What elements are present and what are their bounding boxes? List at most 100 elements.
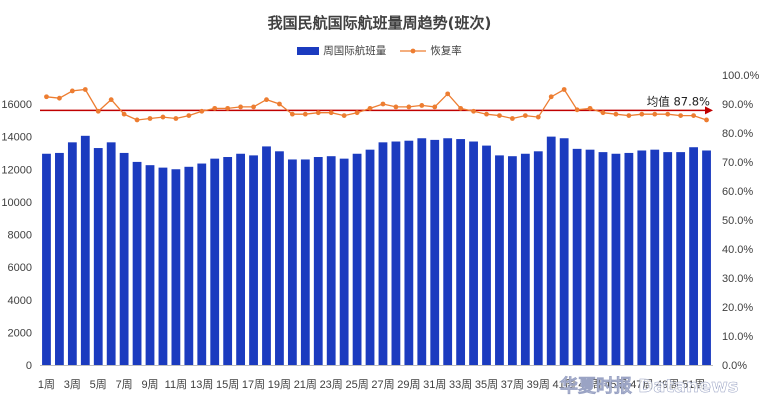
bar bbox=[702, 150, 711, 365]
bar bbox=[689, 147, 698, 365]
x-tick-label: 43周 bbox=[578, 378, 601, 391]
rate-point bbox=[665, 111, 671, 117]
bar bbox=[482, 145, 491, 365]
x-tick-label: 21周 bbox=[294, 378, 317, 391]
right-tick-label: 50.0% bbox=[722, 215, 753, 227]
right-tick-label: 10.0% bbox=[722, 331, 753, 343]
x-tick-label: 33周 bbox=[449, 378, 472, 391]
legend: 周国际航班量 恢复率 bbox=[0, 43, 759, 58]
bar bbox=[663, 152, 673, 365]
rate-point bbox=[225, 105, 231, 111]
left-tick-label: 10000 bbox=[1, 197, 32, 209]
bar bbox=[67, 142, 77, 365]
left-tick-label: 14000 bbox=[1, 132, 32, 144]
rate-line bbox=[46, 88, 707, 121]
bar bbox=[676, 152, 686, 365]
bar bbox=[598, 152, 608, 365]
left-tick-label: 8000 bbox=[8, 230, 32, 242]
bar bbox=[585, 149, 595, 365]
bar bbox=[262, 146, 271, 365]
bar bbox=[106, 142, 116, 365]
rate-point bbox=[509, 116, 515, 121]
rate-point bbox=[561, 87, 567, 92]
bar bbox=[158, 167, 168, 365]
rate-point bbox=[328, 110, 334, 116]
right-tick-label: 90.0% bbox=[722, 99, 753, 111]
x-tick-label: 45周 bbox=[604, 378, 627, 391]
right-tick-label: 40.0% bbox=[722, 244, 753, 256]
bar bbox=[249, 155, 258, 365]
x-tick-label: 25周 bbox=[345, 378, 368, 391]
x-tick-label: 19周 bbox=[268, 378, 291, 391]
left-tick-label: 4000 bbox=[8, 295, 32, 307]
x-tick-label: 27周 bbox=[371, 378, 394, 391]
rate-point bbox=[419, 103, 425, 108]
x-tick-label: 51周 bbox=[682, 378, 705, 391]
rate-point bbox=[458, 105, 464, 111]
bar bbox=[495, 155, 504, 365]
bar bbox=[624, 152, 634, 365]
rate-point bbox=[393, 104, 399, 110]
legend-swatch-line bbox=[400, 48, 427, 53]
rate-point bbox=[341, 113, 347, 118]
rate-point bbox=[380, 101, 386, 107]
bar bbox=[132, 161, 142, 365]
bar bbox=[326, 156, 336, 365]
bar bbox=[378, 142, 388, 365]
right-tick-label: 0.0% bbox=[722, 360, 747, 372]
rate-point bbox=[704, 117, 709, 123]
bar bbox=[42, 153, 51, 365]
rate-point bbox=[522, 113, 528, 118]
bar bbox=[456, 139, 466, 365]
x-axis-ticks: 1周 3周 5周 7周 9周 11周 13周 15周 17周 19周 21周 23周 25周 27周 29周… bbox=[38, 378, 705, 391]
bar bbox=[469, 141, 478, 365]
left-axis-ticks: 0 2000 4000 6000 8000 10000 12000 14000 16000 bbox=[1, 99, 32, 372]
rate-points bbox=[44, 87, 709, 123]
rate-point bbox=[251, 104, 256, 110]
right-tick-label: 70.0% bbox=[722, 157, 753, 169]
right-tick-label: 20.0% bbox=[722, 302, 753, 314]
bar bbox=[236, 153, 246, 365]
rate-point bbox=[574, 107, 580, 113]
rate-point bbox=[600, 110, 606, 116]
x-tick-label: 3周 bbox=[64, 378, 81, 391]
x-tick-label: 49周 bbox=[656, 378, 679, 391]
x-tick-label: 5周 bbox=[90, 378, 107, 391]
bar bbox=[171, 169, 181, 365]
rate-point bbox=[548, 94, 554, 100]
left-tick-label: 0 bbox=[26, 360, 32, 372]
rate-point bbox=[199, 108, 205, 114]
rate-point bbox=[186, 113, 192, 118]
mean-label: 均值 87.8% bbox=[647, 94, 710, 108]
rate-point bbox=[173, 116, 179, 121]
bar bbox=[572, 148, 582, 365]
rate-point bbox=[147, 116, 153, 121]
chart-title: 我国民航国际航班量周趋势(班次) bbox=[267, 14, 492, 32]
right-tick-label: 80.0% bbox=[722, 128, 753, 140]
bar bbox=[93, 148, 103, 365]
bar bbox=[197, 163, 207, 365]
legend-line-marker bbox=[410, 48, 416, 53]
right-tick-label: 30.0% bbox=[722, 273, 753, 285]
x-tick-label: 39周 bbox=[527, 378, 550, 391]
bar bbox=[145, 165, 155, 365]
x-tick-label: 23周 bbox=[320, 378, 343, 391]
bar bbox=[339, 158, 349, 365]
rate-point bbox=[108, 97, 114, 103]
watermark: 华夏时报 Datanews bbox=[560, 375, 738, 397]
left-tick-label: 16000 bbox=[1, 99, 32, 111]
right-tick-label: 60.0% bbox=[722, 186, 753, 198]
rate-point bbox=[652, 111, 658, 117]
rate-point bbox=[44, 94, 49, 100]
x-tick-label: 13周 bbox=[190, 378, 213, 391]
rate-point bbox=[484, 111, 489, 117]
rate-point bbox=[121, 111, 127, 117]
rate-point bbox=[626, 113, 632, 118]
x-tick-label: 17周 bbox=[242, 378, 265, 391]
rate-point bbox=[406, 104, 412, 110]
bar bbox=[119, 152, 129, 365]
bar bbox=[533, 151, 543, 365]
x-tick-label: 9周 bbox=[141, 378, 158, 391]
legend-item-line: 恢复率 bbox=[400, 43, 462, 58]
